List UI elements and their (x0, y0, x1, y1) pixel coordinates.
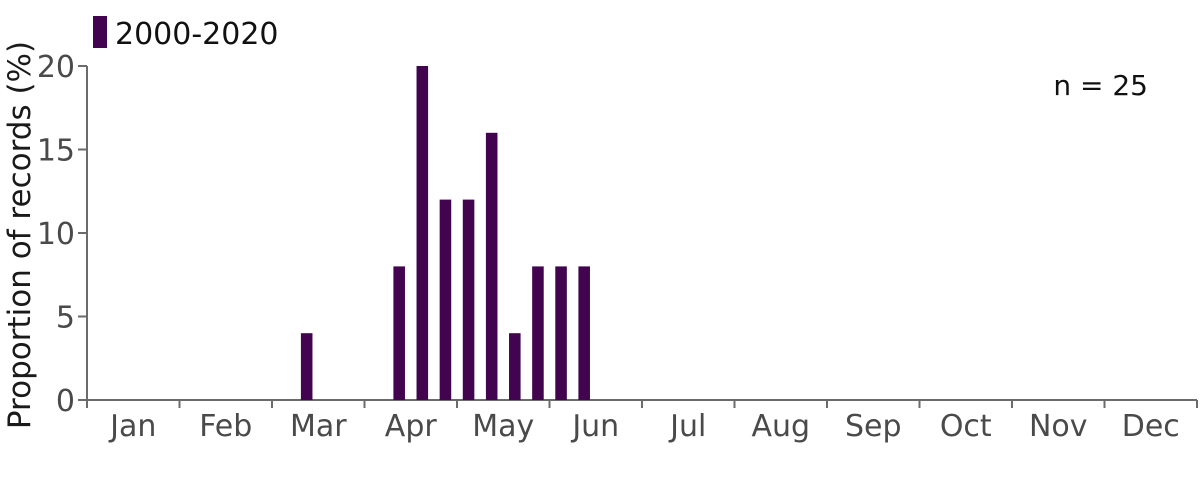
legend: 2000-2020 (93, 16, 279, 52)
x-tick-label: Jun (570, 409, 619, 444)
x-tick-label: Jul (668, 409, 706, 444)
bar (509, 333, 521, 400)
bar (439, 199, 452, 400)
bars (300, 66, 590, 401)
x-tick-label: Jan (108, 409, 156, 444)
bar (393, 266, 405, 400)
x-tick-label: Feb (199, 409, 252, 444)
x-tick-label: Nov (1029, 409, 1088, 444)
x-tick-label: Aug (751, 409, 810, 444)
y-tick-label: 15 (37, 134, 75, 169)
y-tick-label: 0 (56, 384, 75, 419)
y-axis: 0 5 10 15 20 (37, 50, 88, 419)
sample-size-annotation: n = 25 (1053, 69, 1148, 102)
bar (462, 199, 475, 400)
y-tick-label: 5 (56, 301, 75, 336)
bar (555, 266, 567, 400)
legend-swatch (93, 16, 107, 48)
legend-label: 2000-2020 (115, 17, 279, 52)
x-tick-label: Dec (1122, 409, 1180, 444)
bar (532, 266, 544, 400)
bar (485, 132, 498, 401)
y-tick-label: 20 (37, 50, 75, 85)
x-tick-label: Sep (845, 409, 902, 444)
bar (416, 66, 429, 400)
x-tick-label: Apr (385, 409, 438, 444)
bar (578, 266, 590, 400)
x-tick-label: Oct (940, 409, 992, 444)
y-tick-label: 10 (37, 217, 75, 252)
bar (300, 333, 313, 400)
x-axis: Jan Feb Mar Apr May Jun Jul Aug Sep Oct Nov Dec (86, 399, 1198, 444)
x-tick-label: May (472, 409, 534, 444)
y-axis-title: Proportion of records (%) (2, 41, 38, 429)
x-tick-label: Mar (290, 409, 347, 444)
